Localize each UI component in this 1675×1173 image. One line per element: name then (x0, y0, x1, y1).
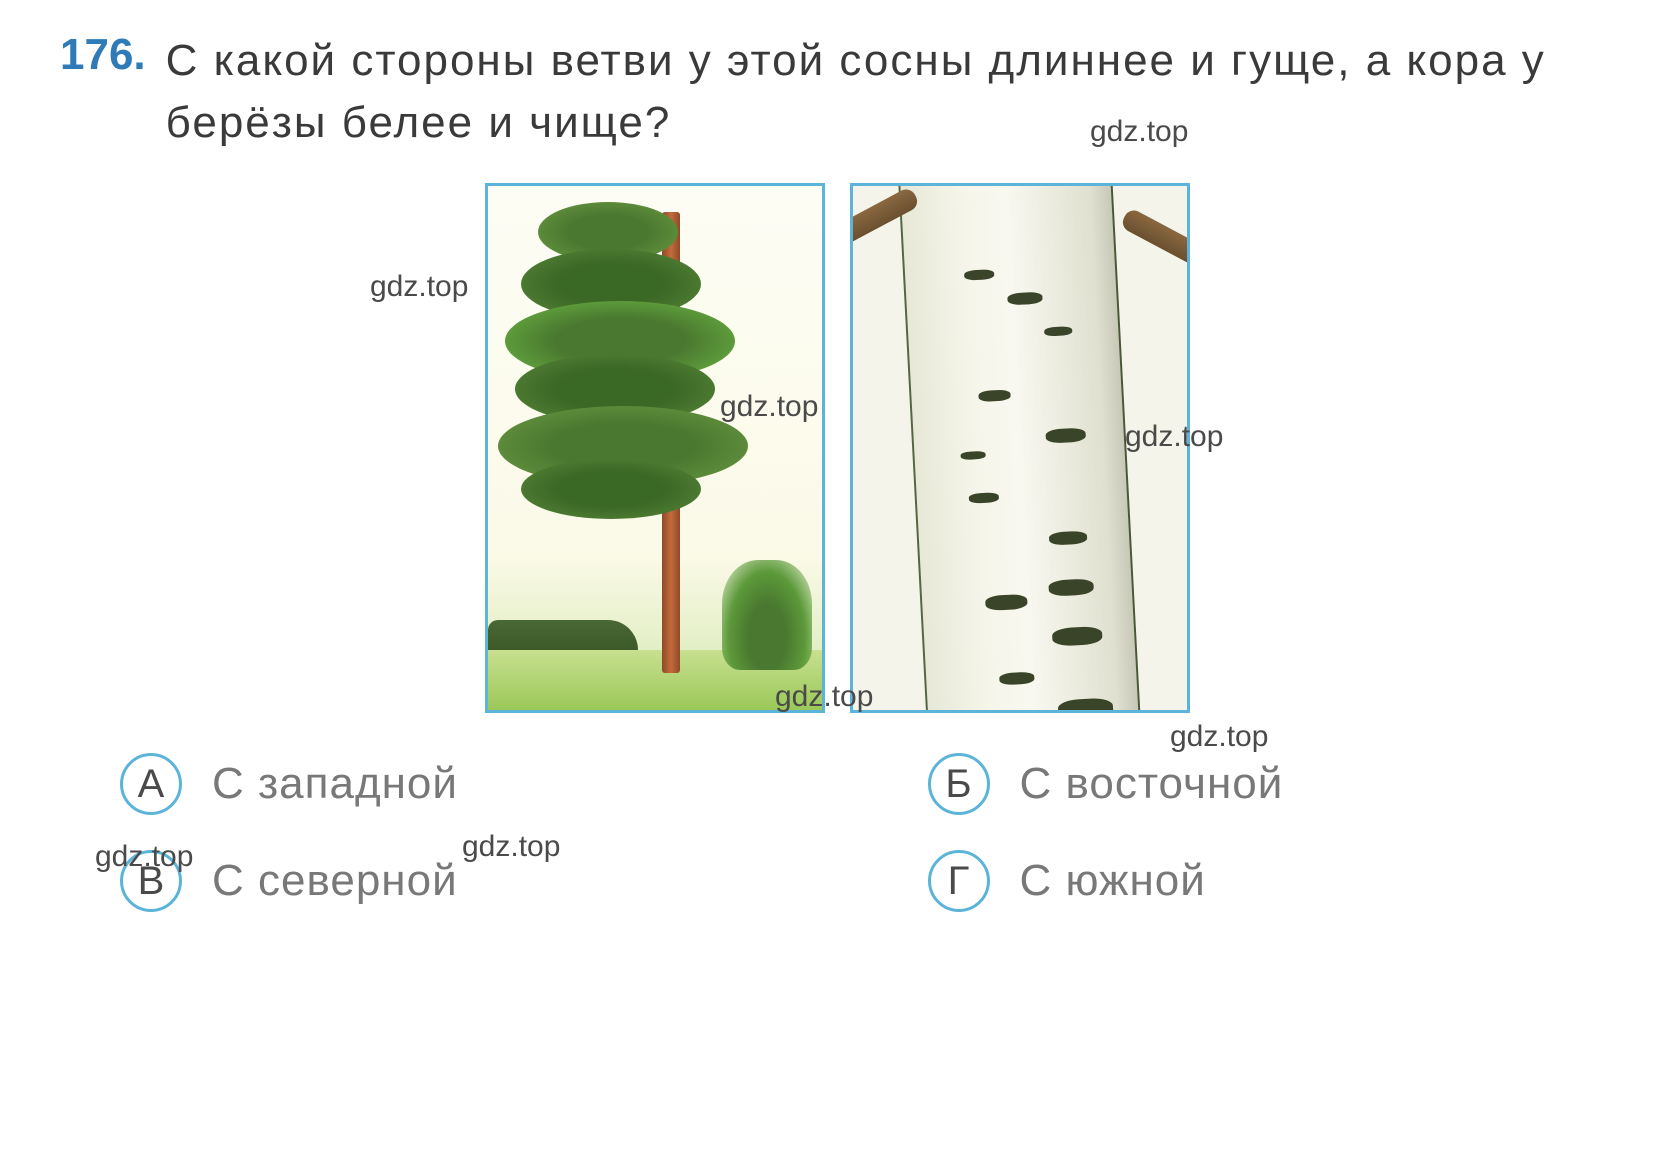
answer-option-g[interactable]: Г С южной (928, 850, 1616, 912)
bark-mark (1007, 291, 1043, 305)
bark-mark (1049, 530, 1088, 545)
answers-grid: А С западной Б С восточной В С северной … (60, 753, 1615, 912)
question-body: С какой стороны ветви у этой сосны длинн… (166, 30, 1615, 153)
images-row (60, 183, 1615, 713)
bark-mark (978, 389, 1011, 402)
answer-text: С северной (212, 856, 458, 906)
answer-letter-circle: Г (928, 850, 990, 912)
question-text-row: 176. С какой стороны ветви у этой сосны … (60, 30, 1615, 153)
bark-mark (1052, 626, 1103, 647)
bark-mark (961, 451, 986, 460)
answer-text: С западной (212, 759, 458, 809)
pine-foliage (521, 459, 701, 519)
birch-bark-illustration (850, 183, 1190, 713)
answer-option-b[interactable]: Б С восточной (928, 753, 1616, 815)
answer-option-a[interactable]: А С западной (120, 753, 808, 815)
answer-letter-circle: А (120, 753, 182, 815)
bark-mark (985, 594, 1028, 611)
bark-mark (964, 270, 994, 282)
shrub (722, 560, 812, 670)
question-block: 176. С какой стороны ветви у этой сосны … (60, 30, 1615, 912)
bark-mark (969, 493, 999, 505)
bark-mark (1057, 698, 1113, 713)
bark-mark (1000, 672, 1036, 686)
answer-letter-circle: Б (928, 753, 990, 815)
question-number: 176. (60, 30, 146, 80)
answer-text: С южной (1020, 856, 1206, 906)
bark-mark (1045, 428, 1086, 444)
answer-text: С восточной (1020, 759, 1284, 809)
bark-mark (1048, 578, 1094, 596)
bark-mark (1044, 326, 1072, 336)
birch-trunk (897, 183, 1142, 713)
answer-letter-circle: В (120, 850, 182, 912)
birch-branch (1119, 207, 1190, 271)
pine-tree-illustration (485, 183, 825, 713)
answer-option-v[interactable]: В С северной (120, 850, 808, 912)
